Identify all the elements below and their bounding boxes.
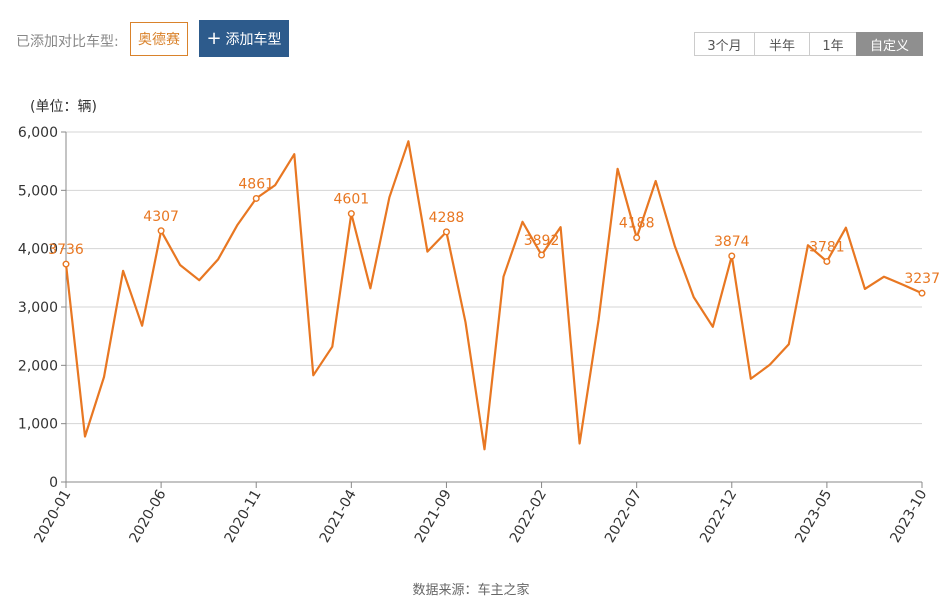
data-point-marker xyxy=(633,234,641,242)
y-tick-label: 4,000 xyxy=(18,242,58,258)
range-selector: 3个月 半年 1年 自定义 xyxy=(694,32,923,56)
x-tick-label: 2021-09 xyxy=(412,487,455,546)
y-axis-ticks: 0 1,000 2,000 3,000 4,000 5,000 6,000 xyxy=(18,125,66,491)
add-model-button[interactable]: + 添加车型 xyxy=(199,20,289,57)
data-label: 3736 xyxy=(48,242,84,258)
x-tick-label: 2021-04 xyxy=(317,487,360,546)
data-label: 4861 xyxy=(238,176,274,192)
data-label: 4601 xyxy=(334,192,370,208)
data-label: 4288 xyxy=(429,210,465,226)
plus-icon: + xyxy=(206,27,222,49)
x-tick-label: 2020-11 xyxy=(222,487,265,546)
y-tick-label: 5,000 xyxy=(18,183,58,199)
x-tick-label: 2022-12 xyxy=(697,487,740,546)
toolbar: 已添加对比车型: 奥德赛 + 添加车型 3个月 半年 1年 自定义 xyxy=(0,0,942,64)
x-tick-label: 2023-10 xyxy=(887,487,930,546)
data-point-marker xyxy=(62,260,70,268)
series-line xyxy=(64,140,923,451)
data-labels: 3736 4307 4861 4601 4288 3892 4188 3874 3781 3237 xyxy=(48,176,940,287)
unit-label: (单位：辆) xyxy=(30,99,97,115)
data-label: 4307 xyxy=(143,209,179,225)
data-point-marker xyxy=(442,228,450,236)
data-markers xyxy=(62,194,926,297)
y-tick-label: 6,000 xyxy=(18,125,58,141)
x-tick-label: 2020-01 xyxy=(31,487,74,546)
y-tick-label: 0 xyxy=(49,475,58,491)
data-label: 4188 xyxy=(619,216,655,232)
data-point-marker xyxy=(157,227,165,235)
data-label: 3781 xyxy=(809,239,845,255)
grid-lines xyxy=(65,131,922,483)
range-custom-button[interactable]: 自定义 xyxy=(856,32,923,56)
data-point-marker xyxy=(538,251,546,259)
compare-label: 已添加对比车型: xyxy=(16,34,119,50)
range-half-year-button[interactable]: 半年 xyxy=(754,32,810,56)
y-tick-label: 2,000 xyxy=(18,358,58,374)
y-tick-label: 1,000 xyxy=(18,417,58,433)
range-1-year-button[interactable]: 1年 xyxy=(809,32,857,56)
data-source: 数据来源：车主之家 xyxy=(412,583,530,598)
data-point-marker xyxy=(347,210,355,218)
y-tick-label: 3,000 xyxy=(18,300,58,316)
add-model-label: 添加车型 xyxy=(225,31,282,48)
x-tick-label: 2022-07 xyxy=(602,487,645,546)
data-label: 3874 xyxy=(714,234,750,250)
model-tag-odyssey[interactable]: 奥德赛 xyxy=(130,22,188,56)
data-label: 3892 xyxy=(524,233,560,249)
data-point-marker xyxy=(823,257,831,265)
x-tick-label: 2022-02 xyxy=(507,487,550,546)
data-label: 3237 xyxy=(904,271,940,287)
x-tick-label: 2020-06 xyxy=(126,487,169,546)
data-point-marker xyxy=(728,252,736,260)
x-axis-ticks: 2020-01 2020-06 2020-11 2021-04 2021-09 2022-… xyxy=(31,482,930,546)
data-point-marker xyxy=(918,289,926,297)
data-point-marker xyxy=(252,194,260,202)
x-tick-label: 2023-05 xyxy=(792,487,835,546)
